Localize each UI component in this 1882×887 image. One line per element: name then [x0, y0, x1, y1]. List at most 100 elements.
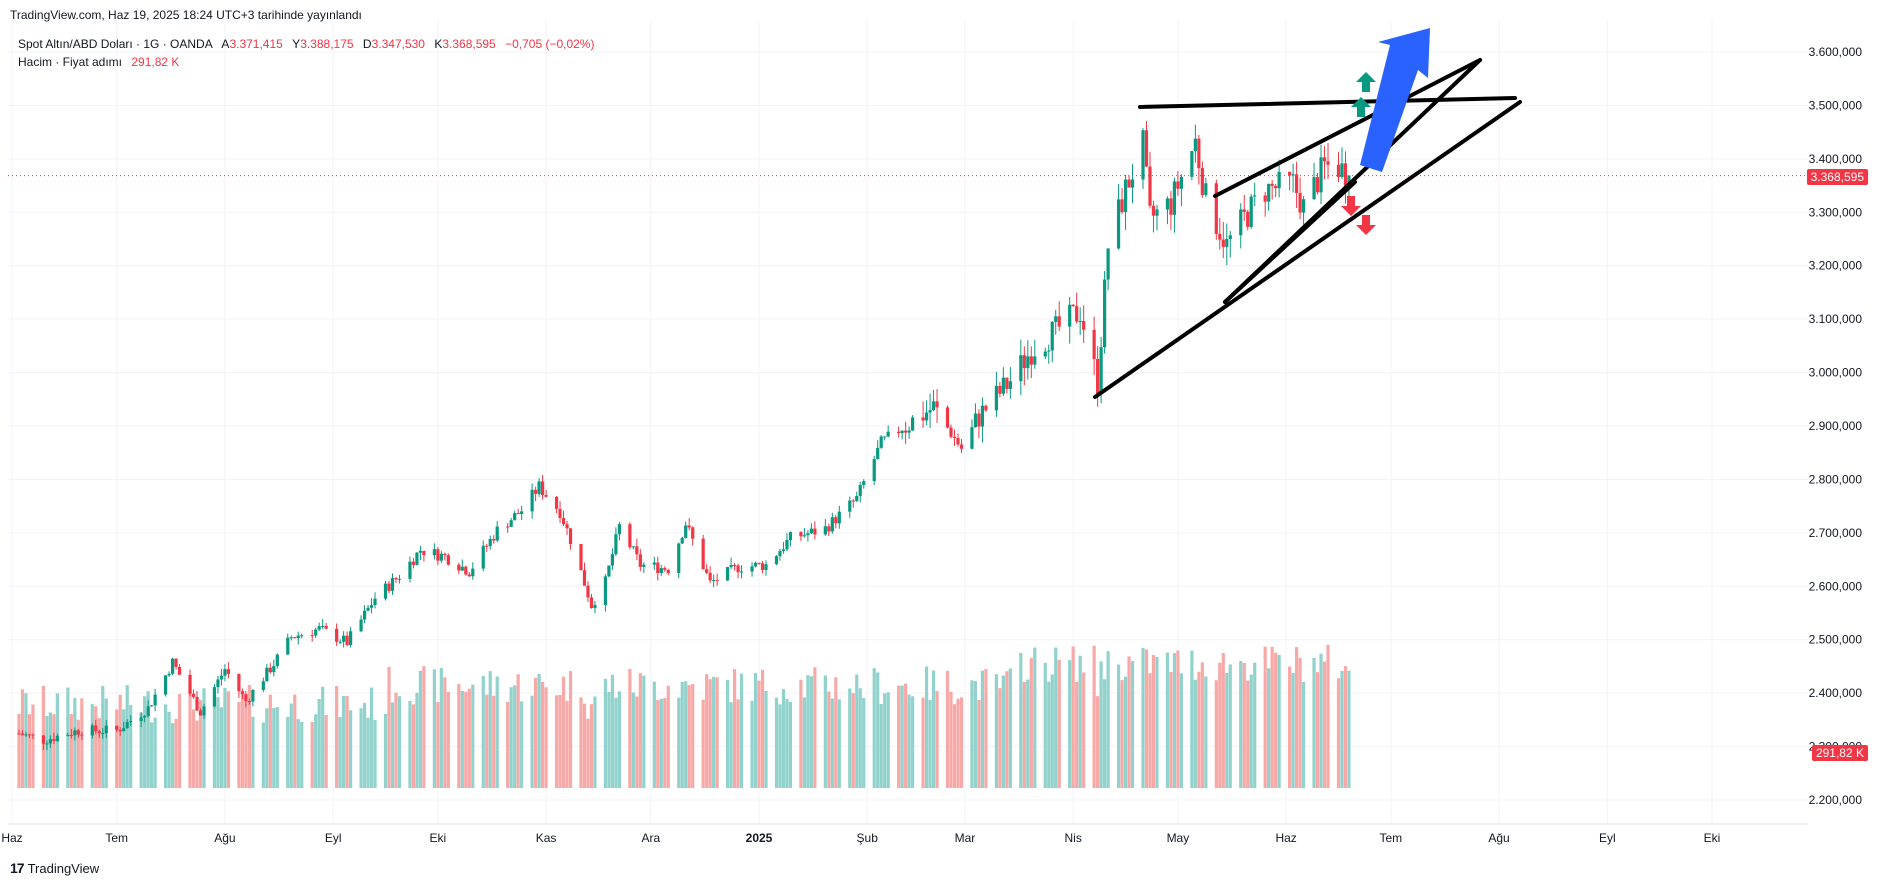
x-axis: Haz Tem Ağu Eyl Eki Kas Ara 2025 Şub Mar Nis May Haz…	[1, 831, 1720, 845]
volume-bar	[146, 691, 150, 788]
candle-body	[705, 569, 709, 573]
candle-body	[799, 532, 803, 537]
volume-bar	[1019, 652, 1023, 788]
y-tick-label: 3.100,000	[1809, 312, 1863, 326]
volume-bar	[191, 709, 196, 788]
volume-bar	[537, 674, 541, 788]
volume-bar	[1165, 652, 1170, 788]
y-tick-label: 3.200,000	[1809, 259, 1863, 273]
candle-body	[286, 637, 290, 655]
volume-bar	[558, 694, 562, 788]
volume-bar	[931, 670, 936, 788]
candle-body	[415, 552, 419, 565]
volume-bar	[593, 696, 597, 788]
volume-bar	[1130, 660, 1135, 788]
volume-bar	[94, 706, 98, 788]
volume-bar	[446, 691, 450, 788]
candle-body	[251, 689, 255, 702]
volume-bar	[129, 705, 133, 788]
volume-bar	[732, 669, 737, 788]
volume-bar	[855, 674, 859, 788]
red-down-arrow	[1356, 215, 1376, 235]
volume-bar	[321, 686, 325, 788]
x-tick-label: Haz	[1275, 831, 1296, 845]
volume-bar	[1120, 680, 1124, 788]
candle-body	[530, 489, 534, 512]
volume-bar	[778, 704, 782, 788]
x-tick-label: Ara	[641, 831, 660, 845]
candle-body	[739, 571, 744, 573]
volume-value: 291,82 K	[131, 55, 180, 69]
volume-bar	[897, 685, 901, 788]
volume-bar	[851, 693, 855, 788]
volume-bar	[684, 681, 688, 788]
volume-bar	[1319, 653, 1323, 788]
volume-bar	[1246, 680, 1250, 788]
candle-body	[345, 635, 349, 646]
volume-tag: 291,82 K	[1811, 745, 1868, 761]
candle-body	[1214, 183, 1218, 234]
candle-body	[198, 710, 203, 716]
volume-bar	[827, 691, 831, 788]
volume-bar	[118, 694, 122, 788]
volume-bar	[66, 687, 70, 788]
candle-body	[1221, 239, 1225, 247]
volume-bar	[125, 685, 129, 788]
candle-body	[1277, 171, 1281, 189]
volume-bar	[97, 718, 101, 788]
candle-body	[73, 730, 77, 736]
candle-body	[1172, 181, 1177, 215]
trendline	[1213, 58, 1482, 198]
candle-body	[139, 717, 143, 722]
x-tick-label: Eyl	[325, 831, 342, 845]
volume-bar	[150, 722, 154, 788]
candle-body	[715, 580, 719, 582]
candle-body	[659, 568, 663, 574]
volume-bar	[24, 693, 28, 788]
candle-body	[397, 578, 402, 580]
volume-bar	[1033, 647, 1037, 788]
volume-bar	[509, 687, 513, 788]
symbol-name[interactable]: Spot Altın/ABD Doları · 1G · OANDA	[18, 37, 213, 51]
annotations	[1093, 28, 1522, 399]
candle-body	[1148, 166, 1152, 206]
volume-bar	[1274, 652, 1278, 788]
volume-bar	[959, 697, 964, 788]
candle-body	[195, 696, 199, 711]
y-tick-label: 2.200,000	[1809, 793, 1863, 807]
candle-body	[314, 629, 318, 636]
candle-body	[1092, 329, 1096, 360]
volume-bar	[956, 698, 960, 788]
candle-body	[1103, 279, 1107, 348]
volume-label[interactable]: Hacim · Fiyat adımı	[18, 55, 123, 69]
volume-bar	[443, 677, 447, 788]
volume-bar	[565, 700, 569, 788]
candle-body	[785, 539, 789, 550]
candle-body	[823, 526, 827, 535]
volume-bar	[652, 681, 656, 788]
candle-body	[118, 729, 122, 732]
candle-body	[970, 427, 974, 449]
candle-body	[188, 674, 192, 694]
candle-body	[809, 528, 813, 534]
volume-bar	[949, 691, 953, 788]
candle-body	[1141, 130, 1145, 180]
volume-bar	[1179, 673, 1184, 788]
candle-body	[1294, 174, 1299, 194]
candle-body	[1193, 138, 1197, 152]
candle-body	[837, 511, 841, 524]
volume-bar	[691, 684, 695, 788]
candle-body	[216, 679, 220, 688]
candle-body	[656, 562, 660, 574]
candle-body	[94, 725, 98, 732]
volume-bar	[1127, 656, 1131, 788]
volume-bar	[1298, 657, 1302, 788]
candle-body	[457, 564, 461, 571]
volume-bar	[1249, 674, 1253, 788]
volume-bar	[457, 683, 461, 788]
candle-body	[931, 401, 936, 411]
x-tick-label: Mar	[955, 831, 976, 845]
brand-footer[interactable]: 17 TradingView	[10, 860, 99, 876]
candle-body	[886, 431, 890, 437]
